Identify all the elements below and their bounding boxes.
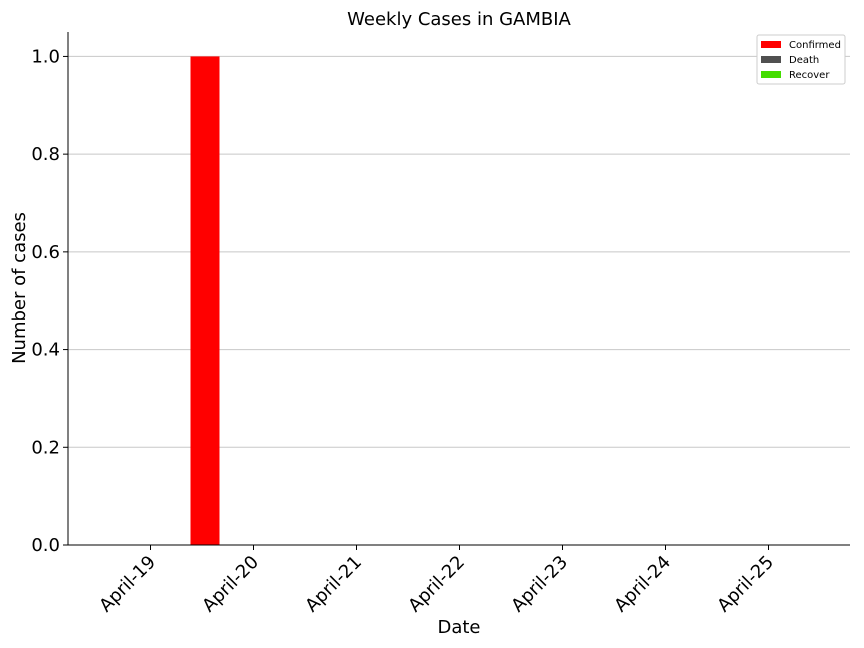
y-tick-label: 0.0: [31, 535, 60, 556]
y-tick-label: 0.4: [31, 340, 60, 361]
grid-lines: [68, 55, 850, 448]
bar-confirmed-april-21: [190, 56, 220, 546]
legend-swatch-death: [761, 56, 781, 63]
legend-swatch-recover: [761, 71, 781, 78]
x-ticks: April-19 April-20 April-21 April-22 April-23…: [95, 545, 778, 616]
x-tick-label: April-24: [610, 552, 675, 617]
y-tick-label: 0.8: [31, 144, 60, 165]
legend: Confirmed Death Recover: [756, 34, 846, 85]
x-tick-label: April-23: [507, 552, 572, 617]
y-tick-label: 0.6: [31, 242, 60, 263]
legend-swatch-confirmed: [761, 41, 781, 48]
x-tick-label: April-19: [95, 552, 160, 617]
bars: [190, 56, 220, 546]
y-tick-label: 1.0: [31, 46, 60, 67]
x-tick-label: April-20: [198, 552, 263, 617]
x-tick-label: April-21: [301, 552, 366, 617]
legend-label-confirmed: Confirmed: [789, 40, 841, 51]
x-tick-label: April-25: [713, 552, 778, 617]
legend-label-death: Death: [789, 55, 819, 66]
chart-title: Weekly Cases in GAMBIA: [347, 9, 571, 30]
x-tick-label: April-22: [404, 552, 469, 617]
legend-label-recover: Recover: [789, 70, 830, 81]
x-axis-title: Date: [437, 617, 480, 638]
y-tick-label: 0.2: [31, 437, 60, 458]
y-ticks: 0.0 0.2 0.4 0.6 0.8 1.0: [31, 46, 68, 556]
y-axis-title: Number of cases: [9, 212, 30, 364]
axes: [67, 32, 850, 546]
